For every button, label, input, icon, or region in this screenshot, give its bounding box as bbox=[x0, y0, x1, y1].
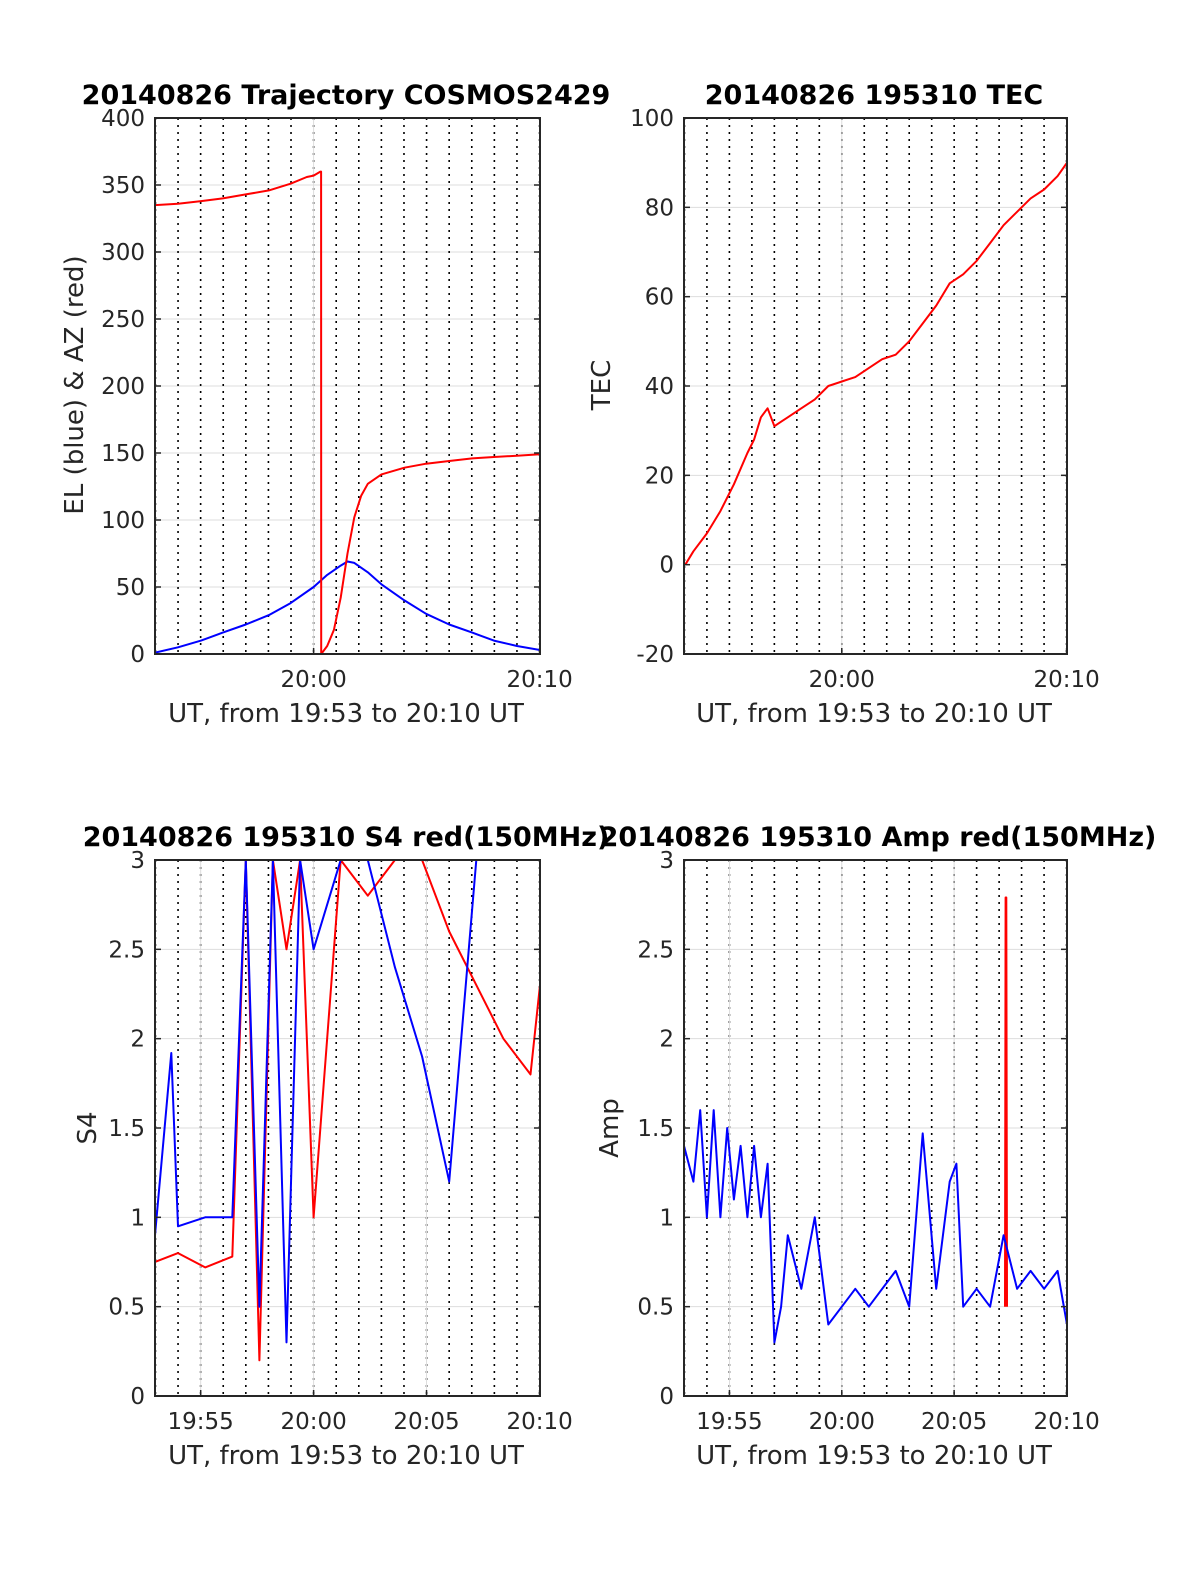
amp-series-amp_blue-line bbox=[684, 1109, 1067, 1344]
traj-ytick-label: 250 bbox=[101, 307, 145, 333]
s4-series-az-line bbox=[155, 860, 540, 1362]
traj-series-el-line bbox=[155, 560, 540, 654]
amp-ylabel: Amp bbox=[595, 1098, 625, 1158]
traj-ytick-label: 400 bbox=[101, 106, 145, 132]
traj-xtick-label: 20:00 bbox=[280, 667, 346, 693]
s4-ytick-label: 0.5 bbox=[108, 1295, 145, 1321]
amp-title: 20140826 195310 Amp red(150MHz) bbox=[600, 822, 1157, 853]
s4-xtick-label: 20:10 bbox=[506, 1409, 572, 1435]
tec-ytick-label: -20 bbox=[636, 642, 674, 668]
s4-xtick-label: 20:05 bbox=[393, 1409, 459, 1435]
tec-series-az-line bbox=[684, 162, 1067, 566]
tec-xtick-label: 20:00 bbox=[809, 667, 875, 693]
amp-series-amp_red-line bbox=[1004, 896, 1008, 1307]
tec-ytick-label: 100 bbox=[630, 106, 674, 132]
s4-xtick-label: 20:00 bbox=[280, 1409, 346, 1435]
tec-ylabel: TEC bbox=[587, 360, 617, 411]
amp-ytick-label: 3 bbox=[659, 848, 674, 874]
s4-ytick-label: 1.5 bbox=[108, 1116, 145, 1142]
amp-ytick-label: 2 bbox=[659, 1027, 674, 1053]
trajectory-title: 20140826 Trajectory COSMOS2429 bbox=[82, 80, 611, 111]
traj-ytick-label: 0 bbox=[130, 642, 145, 668]
tec-ytick-label: 0 bbox=[659, 553, 674, 579]
s4-panel: 20140826 195310 S4 red(150MHz) S4 UT, fr… bbox=[73, 822, 609, 1471]
traj-ytick-label: 200 bbox=[101, 374, 145, 400]
amp-ytick-label: 0.5 bbox=[637, 1295, 674, 1321]
s4-ytick-label: 0 bbox=[130, 1384, 145, 1410]
s4-series-el-line bbox=[155, 860, 540, 1344]
traj-ytick-label: 300 bbox=[101, 240, 145, 266]
s4-xlabel: UT, from 19:53 to 20:10 UT bbox=[168, 1441, 524, 1471]
tec-xlabel: UT, from 19:53 to 20:10 UT bbox=[696, 699, 1052, 729]
traj-ytick-label: 100 bbox=[101, 508, 145, 534]
tec-title: 20140826 195310 TEC bbox=[705, 80, 1044, 111]
s4-title: 20140826 195310 S4 red(150MHz) bbox=[83, 822, 610, 853]
s4-ylabel: S4 bbox=[73, 1111, 103, 1144]
traj-ytick-label: 150 bbox=[101, 441, 145, 467]
s4-ytick-label: 2 bbox=[130, 1027, 145, 1053]
tec-ytick-label: 60 bbox=[645, 285, 674, 311]
amp-xtick-label: 19:55 bbox=[696, 1409, 762, 1435]
tec-ytick-label: 20 bbox=[645, 463, 674, 489]
trajectory-xlabel: UT, from 19:53 to 20:10 UT bbox=[168, 699, 524, 729]
amp-ytick-label: 0 bbox=[659, 1384, 674, 1410]
s4-ytick-label: 2.5 bbox=[108, 937, 145, 963]
traj-xtick-label: 20:10 bbox=[506, 667, 572, 693]
s4-ytick-label: 3 bbox=[130, 848, 145, 874]
amp-xtick-label: 20:05 bbox=[921, 1409, 987, 1435]
tec-ytick-label: 80 bbox=[645, 195, 674, 221]
tec-panel: 20140826 195310 TEC TEC UT, from 19:53 t… bbox=[587, 80, 1100, 729]
trajectory-panel: 20140826 Trajectory COSMOS2429 EL (blue)… bbox=[60, 80, 610, 729]
amp-ytick-label: 1 bbox=[659, 1205, 674, 1231]
amp-panel: 20140826 195310 Amp red(150MHz) Amp UT, … bbox=[595, 822, 1156, 1471]
amp-ytick-label: 1.5 bbox=[637, 1116, 674, 1142]
amp-xtick-label: 20:10 bbox=[1033, 1409, 1099, 1435]
amp-xlabel: UT, from 19:53 to 20:10 UT bbox=[696, 1441, 1052, 1471]
tec-xtick-label: 20:10 bbox=[1033, 667, 1099, 693]
traj-ytick-label: 50 bbox=[116, 575, 145, 601]
traj-series-az-line bbox=[155, 170, 540, 654]
amp-xtick-label: 20:00 bbox=[809, 1409, 875, 1435]
s4-xtick-label: 19:55 bbox=[168, 1409, 234, 1435]
tec-ytick-label: 40 bbox=[645, 374, 674, 400]
amp-ytick-label: 2.5 bbox=[637, 937, 674, 963]
trajectory-ylabel: EL (blue) & AZ (red) bbox=[60, 255, 90, 514]
s4-ytick-label: 1 bbox=[130, 1205, 145, 1231]
traj-ytick-label: 350 bbox=[101, 173, 145, 199]
